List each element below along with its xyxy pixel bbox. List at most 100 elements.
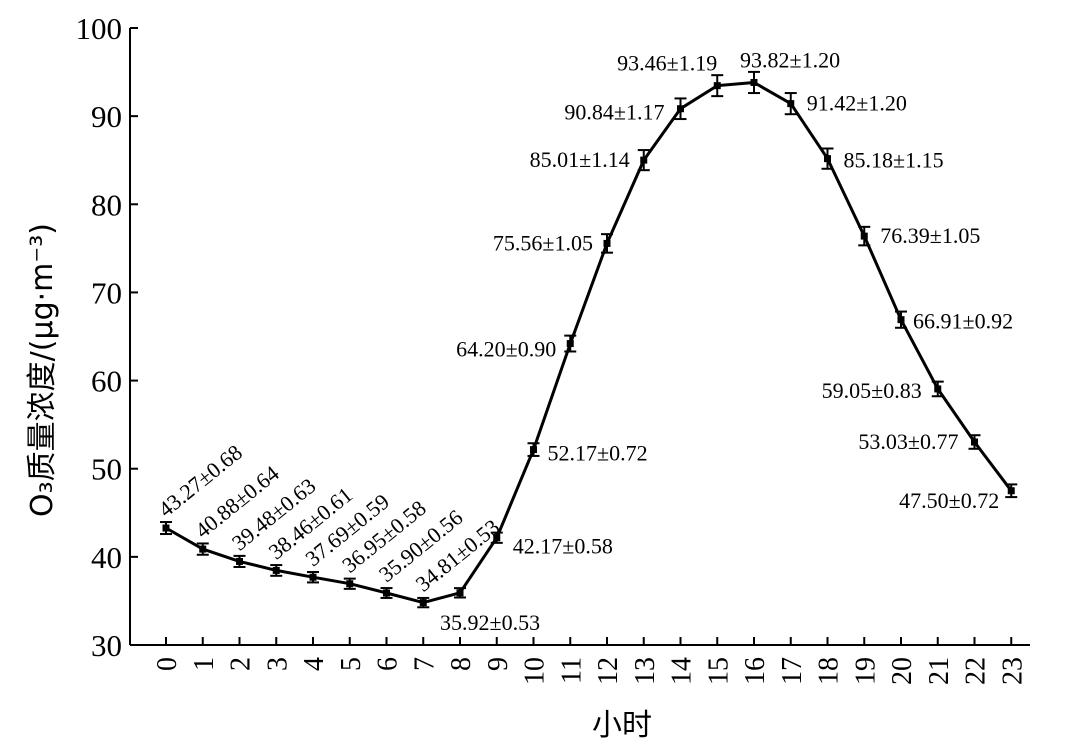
y-tick-label: 60 <box>91 364 122 399</box>
x-tick-label: 20 <box>887 657 918 685</box>
data-point <box>934 385 942 393</box>
y-tick-label: 100 <box>76 11 123 46</box>
data-point <box>787 100 795 108</box>
data-label: 47.50±0.72 <box>899 488 999 513</box>
data-point <box>566 340 574 348</box>
x-tick-label: 10 <box>520 657 551 685</box>
data-point <box>713 82 721 90</box>
x-tick-label: 6 <box>373 657 404 671</box>
error-bars <box>160 70 1018 609</box>
error-bar <box>380 587 393 599</box>
x-tick-label: 9 <box>483 657 514 671</box>
data-point <box>860 232 868 240</box>
data-point <box>824 155 831 163</box>
x-tick-label: 7 <box>409 657 440 671</box>
x-tick-label: 1 <box>189 657 220 671</box>
data-point <box>603 239 611 247</box>
error-bar <box>527 442 540 457</box>
data-point <box>897 316 905 324</box>
data-point <box>1007 487 1015 495</box>
data-point <box>383 589 390 597</box>
data-point <box>640 156 648 164</box>
x-tick-label: 3 <box>262 657 293 671</box>
error-bar <box>564 334 577 353</box>
data-point <box>419 599 427 607</box>
error-bar <box>711 74 724 98</box>
x-tick-label: 5 <box>336 657 367 671</box>
x-tick-label: 15 <box>703 657 734 685</box>
error-bar <box>748 70 760 95</box>
y-axis-title: O₃质量浓度/(μg·m⁻³) <box>25 223 60 517</box>
data-label: 93.46±1.19 <box>617 51 717 76</box>
x-tick-label: 13 <box>630 657 661 685</box>
x-tick-label: 0 <box>152 657 183 671</box>
data-labels: 43.27±0.6840.88±0.6439.48±0.6338.46±0.61… <box>153 47 1013 634</box>
y-tick-label: 80 <box>91 187 122 222</box>
error-bar <box>931 380 944 398</box>
series-line <box>165 81 1013 605</box>
data-label: 59.05±0.83 <box>822 378 922 403</box>
x-tick-label: 17 <box>777 657 808 685</box>
error-bar <box>160 521 172 536</box>
x-tick-label: 8 <box>446 657 477 671</box>
o3-series-line <box>165 81 1013 605</box>
data-point <box>493 534 501 542</box>
data-point <box>456 589 464 597</box>
x-tick-label: 23 <box>997 657 1028 685</box>
data-point <box>272 566 280 574</box>
error-bar <box>858 225 871 247</box>
x-tick-label: 16 <box>740 657 771 685</box>
x-tick-label: 21 <box>924 657 955 685</box>
x-axis-title: 小时 <box>592 708 652 743</box>
axes <box>129 28 1030 646</box>
y-tick-label: 30 <box>91 628 122 663</box>
data-label: 75.56±1.05 <box>493 230 593 255</box>
x-tick-label: 14 <box>667 657 698 685</box>
x-tick-label: 19 <box>850 657 881 685</box>
x-tick-label: 22 <box>961 657 992 685</box>
error-bar <box>490 531 503 544</box>
data-label: 90.84±1.17 <box>564 100 664 125</box>
y-tick-label: 70 <box>91 275 122 310</box>
error-bar <box>674 97 687 121</box>
data-label: 53.03±0.77 <box>858 429 958 454</box>
error-bar <box>895 310 907 329</box>
error-bar <box>307 571 319 584</box>
data-point <box>346 580 354 588</box>
data-point <box>309 573 317 581</box>
x-tick-label: 18 <box>814 657 845 685</box>
error-bar <box>784 92 797 116</box>
data-label: 64.20±0.90 <box>456 337 556 362</box>
data-label: 52.17±0.72 <box>548 441 648 466</box>
data-label: 35.92±0.53 <box>440 610 540 635</box>
x-tick-label: 4 <box>299 657 330 671</box>
y-ticks: 30 40 50 60 70 80 90 100 <box>76 11 138 663</box>
x-ticks: 0 1 2 3 4 5 6 7 8 9 10 11 12 13 14 15 16 17 18 19 20 21 22 23 <box>152 637 1028 685</box>
data-label: 42.17±0.58 <box>513 534 613 559</box>
error-bar <box>968 434 981 450</box>
error-bar <box>233 554 246 568</box>
data-label: 85.18±1.15 <box>844 148 944 173</box>
y-tick-label: 40 <box>91 540 122 575</box>
data-point <box>750 78 758 86</box>
error-bar <box>454 587 466 599</box>
data-label: 66.91±0.92 <box>913 309 1013 334</box>
data-point <box>530 446 537 454</box>
error-bar <box>196 542 209 556</box>
error-bar <box>417 596 430 609</box>
data-point <box>677 105 684 113</box>
data-point <box>199 545 207 553</box>
error-bar <box>1005 483 1018 499</box>
error-bar <box>821 147 834 170</box>
error-bar <box>601 233 613 254</box>
x-tick-label: 12 <box>593 657 624 685</box>
error-bar <box>270 564 283 577</box>
data-label: 93.82±1.20 <box>740 47 840 72</box>
data-label: 85.01±1.14 <box>530 147 630 172</box>
error-bar <box>637 149 650 172</box>
y-tick-label: 50 <box>91 452 122 487</box>
data-point <box>971 438 978 446</box>
y-tick-label: 90 <box>91 99 122 134</box>
data-point <box>236 557 243 565</box>
